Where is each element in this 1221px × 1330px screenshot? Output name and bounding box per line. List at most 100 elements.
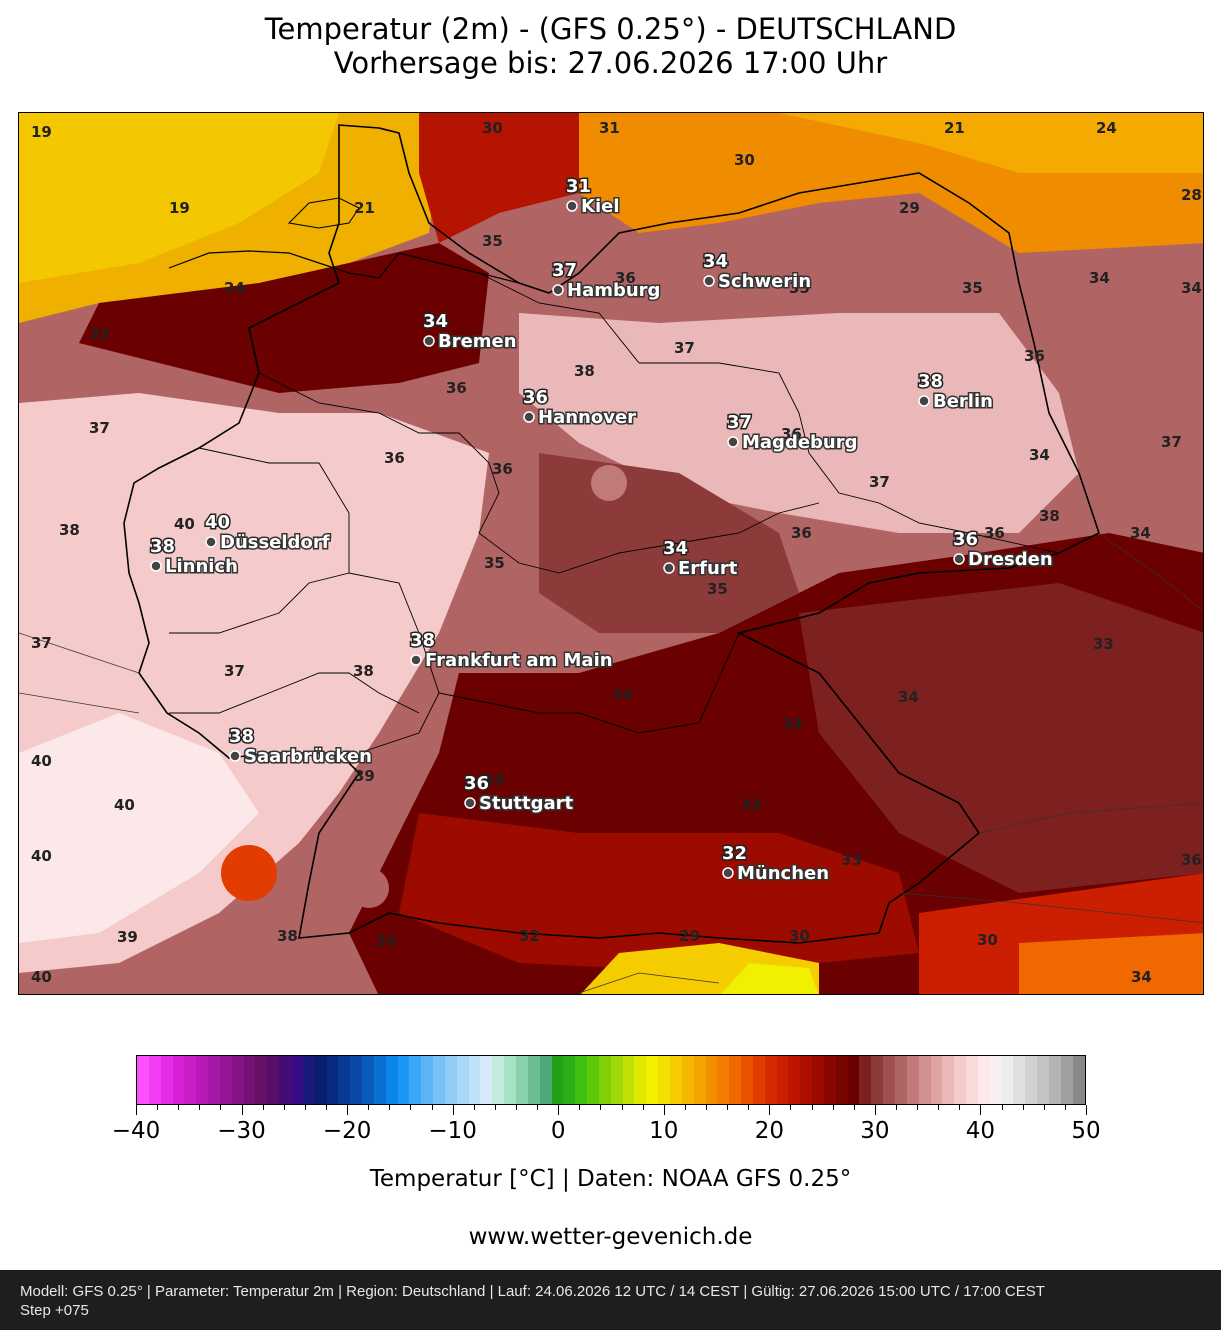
contour-value-label: 40 xyxy=(174,515,195,533)
colorbar xyxy=(136,1055,1086,1105)
colorbar-tick xyxy=(790,1105,792,1110)
colorbar-segment xyxy=(622,1056,635,1104)
city-dot xyxy=(953,553,965,565)
city-temperature: 31 xyxy=(566,176,591,197)
colorbar-tick xyxy=(1064,1105,1066,1110)
contour-value-label: 21 xyxy=(944,119,965,137)
contour-value-label: 35 xyxy=(89,325,110,343)
colorbar-tick-label: −10 xyxy=(428,1118,477,1144)
contour-value-label: 37 xyxy=(89,419,110,437)
city-name: Bremen xyxy=(438,331,517,352)
colorbar-segment xyxy=(847,1056,860,1104)
colorbar-tick xyxy=(304,1105,306,1110)
colorbar-segment xyxy=(172,1056,185,1104)
contour-value-label: 37 xyxy=(224,662,245,680)
colorbar-gradient xyxy=(136,1055,1086,1105)
colorbar-tick xyxy=(621,1105,623,1110)
colorbar-segment xyxy=(1072,1056,1085,1104)
colorbar-tick xyxy=(347,1105,349,1115)
colorbar-segment xyxy=(717,1056,730,1104)
southeast-corner-warm-field xyxy=(1019,933,1203,994)
colorbar-segment xyxy=(267,1056,280,1104)
colorbar-segment xyxy=(302,1056,315,1104)
city-dot xyxy=(464,797,476,809)
colorbar-segment xyxy=(326,1056,339,1104)
colorbar-segment xyxy=(184,1056,197,1104)
city-dot xyxy=(727,436,739,448)
colorbar-segment xyxy=(859,1056,872,1104)
contour-value-label: 31 xyxy=(599,119,620,137)
contour-value-label: 33 xyxy=(741,796,762,814)
colorbar-tick-label: 10 xyxy=(649,1118,679,1144)
contour-value-label: 36 xyxy=(376,932,397,950)
contour-value-label: 30 xyxy=(977,931,998,949)
contour-value-label: 21 xyxy=(354,199,375,217)
colorbar-segment xyxy=(397,1056,410,1104)
contour-value-label: 29 xyxy=(899,199,920,217)
colorbar-segment xyxy=(314,1056,327,1104)
hotspot-southwest xyxy=(349,868,389,908)
colorbar-segment xyxy=(219,1056,232,1104)
colorbar-segment xyxy=(989,1056,1002,1104)
colorbar-tick xyxy=(494,1105,496,1110)
colorbar-tick xyxy=(917,1105,919,1110)
website-url[interactable]: www.wetter-gevenich.de xyxy=(468,1224,753,1250)
colorbar-segment xyxy=(705,1056,718,1104)
colorbar-segment xyxy=(409,1056,422,1104)
city-dot xyxy=(703,275,715,287)
colorbar-segment xyxy=(255,1056,268,1104)
contour-value-label: 30 xyxy=(482,119,503,137)
colorbar-segment xyxy=(1060,1056,1073,1104)
colorbar-segment xyxy=(444,1056,457,1104)
city-temperature: 34 xyxy=(663,538,688,559)
contour-value-label: 19 xyxy=(31,123,52,141)
city-dot xyxy=(552,284,564,296)
contour-value-label: 35 xyxy=(789,279,810,297)
contour-value-label: 40 xyxy=(114,796,135,814)
colorbar-segment xyxy=(681,1056,694,1104)
city-dot xyxy=(205,536,217,548)
colorbar-segment xyxy=(208,1056,220,1104)
contour-value-label: 28 xyxy=(1181,186,1202,204)
city-dot xyxy=(663,562,675,574)
colorbar-tick xyxy=(811,1105,813,1110)
contour-value-label: 37 xyxy=(869,473,890,491)
colorbar-segment xyxy=(160,1056,173,1104)
contour-value-label: 36 xyxy=(446,379,467,397)
contour-value-label: 24 xyxy=(224,279,245,297)
colorbar-tick xyxy=(684,1105,686,1110)
colorbar-segment xyxy=(918,1056,931,1104)
city-name: München xyxy=(737,863,829,884)
colorbar-tick-label: −20 xyxy=(322,1118,372,1144)
colorbar-tick xyxy=(452,1105,454,1115)
colorbar-segment xyxy=(883,1056,895,1104)
colorbar-segment xyxy=(1025,1056,1038,1104)
city-name: Düsseldorf xyxy=(220,532,330,553)
contour-value-label: 19 xyxy=(169,199,190,217)
colorbar-tick xyxy=(1001,1105,1003,1110)
contour-value-label: 39 xyxy=(354,767,375,785)
footer: Modell: GFS 0.25° | Parameter: Temperatu… xyxy=(0,1270,1221,1330)
germany-border xyxy=(123,124,1100,944)
colorbar-tick xyxy=(938,1105,940,1110)
contour-value-label: 33 xyxy=(841,851,862,869)
colorbar-tick-label: −30 xyxy=(217,1118,266,1144)
city-temperature: 36 xyxy=(464,773,489,794)
colorbar-segment xyxy=(350,1056,363,1104)
colorbar-tick xyxy=(389,1105,391,1110)
city-temperature: 34 xyxy=(423,311,448,332)
colorbar-segment xyxy=(480,1056,493,1104)
colorbar-tick xyxy=(368,1105,370,1110)
city-temperature: 38 xyxy=(918,371,943,392)
contour-value-label: 34 xyxy=(1131,968,1152,986)
city-name: Saarbrücken xyxy=(244,746,372,767)
contour-value-label: 38 xyxy=(277,927,298,945)
colorbar-tick xyxy=(959,1105,961,1110)
